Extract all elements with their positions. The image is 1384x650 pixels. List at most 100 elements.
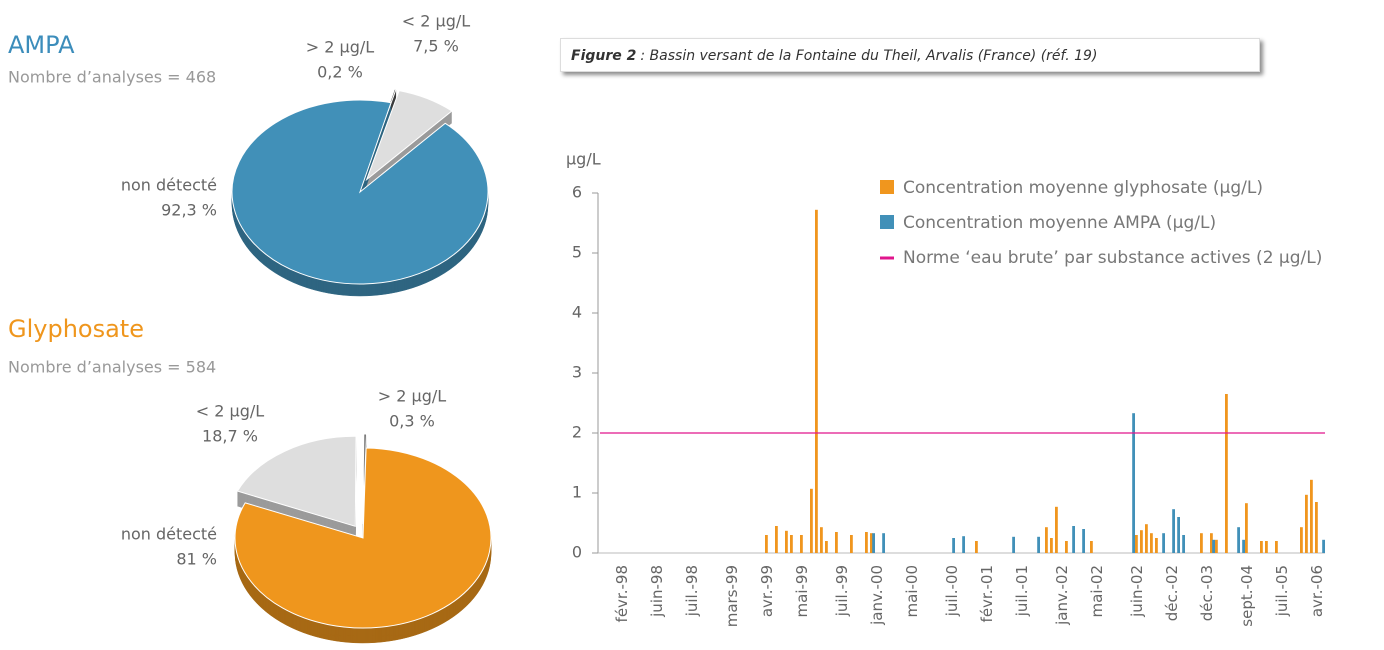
bar bbox=[962, 536, 965, 553]
bar bbox=[1212, 539, 1215, 553]
caption-text: : Bassin versant de la Fontaine du Theil… bbox=[640, 48, 1098, 64]
pie-slice bbox=[236, 435, 357, 527]
legend-swatch bbox=[880, 180, 894, 194]
bar bbox=[800, 535, 803, 553]
y-tick-label: 3 bbox=[572, 363, 582, 382]
slice-value-label: 7,5 % bbox=[413, 37, 459, 56]
bar bbox=[952, 538, 955, 553]
bar bbox=[1150, 533, 1153, 553]
bar bbox=[1300, 527, 1303, 553]
slice-label: non détecté bbox=[121, 525, 217, 544]
x-tick-label: juin-02 bbox=[1128, 565, 1146, 618]
bar bbox=[1082, 529, 1085, 553]
slice-value-label: 0,2 % bbox=[317, 63, 363, 82]
legend-label: Concentration moyenne glyphosate (µg/L) bbox=[903, 178, 1263, 198]
bar bbox=[815, 209, 818, 554]
caption-box: Figure 2: Bassin versant de la Fontaine … bbox=[560, 38, 1260, 72]
y-tick-label: 6 bbox=[572, 183, 582, 202]
pie-slice bbox=[234, 447, 492, 629]
bar bbox=[865, 532, 868, 553]
bar bbox=[835, 532, 838, 553]
pie-slice bbox=[365, 90, 453, 182]
bar bbox=[975, 541, 978, 553]
slice-label: non détecté bbox=[121, 176, 217, 195]
y-tick-label: 1 bbox=[572, 483, 582, 502]
bar bbox=[810, 488, 813, 553]
bar bbox=[1090, 541, 1093, 553]
slice-label: < 2 µg/L bbox=[402, 12, 470, 31]
legend-swatch bbox=[880, 215, 894, 229]
bar bbox=[1135, 535, 1138, 553]
bar bbox=[882, 533, 885, 553]
bar bbox=[1260, 541, 1263, 553]
x-tick-label: déc.-03 bbox=[1198, 565, 1216, 621]
bar bbox=[790, 535, 793, 553]
slice-value-label: 81 % bbox=[176, 550, 217, 569]
bar bbox=[870, 533, 873, 553]
x-tick-label: févr.-01 bbox=[978, 565, 996, 622]
bar bbox=[1210, 533, 1213, 553]
bar bbox=[1265, 541, 1268, 553]
bar bbox=[1237, 527, 1240, 553]
bar bbox=[775, 526, 778, 553]
y-tick-label: 5 bbox=[572, 243, 582, 262]
pie-title: Glyphosate bbox=[8, 315, 144, 343]
x-tick-label: juil.-05 bbox=[1273, 565, 1291, 617]
bar bbox=[1215, 539, 1218, 553]
pie-title: AMPA bbox=[8, 31, 75, 59]
x-tick-label: mai-02 bbox=[1088, 565, 1106, 617]
x-tick-label: juil.-01 bbox=[1013, 565, 1031, 617]
bar bbox=[1242, 539, 1245, 553]
y-tick-label: 4 bbox=[572, 303, 582, 322]
bar bbox=[1162, 533, 1165, 553]
bar bbox=[1275, 541, 1278, 553]
x-tick-label: févr.-98 bbox=[613, 565, 631, 622]
legend-label: Concentration moyenne AMPA (µg/L) bbox=[903, 213, 1216, 233]
slice-value-label: 0,3 % bbox=[389, 412, 435, 431]
bar bbox=[825, 541, 828, 553]
bar bbox=[1145, 524, 1148, 553]
slice-label: > 2 µg/L bbox=[306, 38, 374, 57]
pie-subtitle: Nombre d’analyses = 468 bbox=[8, 68, 216, 87]
x-tick-label: mai-00 bbox=[903, 565, 921, 617]
bar bbox=[1132, 413, 1135, 553]
bar bbox=[785, 530, 788, 553]
bar bbox=[1155, 538, 1158, 553]
x-tick-label: janv.-00 bbox=[868, 565, 886, 626]
bar bbox=[1012, 536, 1015, 553]
bar bbox=[1225, 394, 1228, 553]
x-tick-label: avr.-06 bbox=[1308, 565, 1326, 617]
bar bbox=[872, 533, 875, 553]
bar bbox=[1037, 536, 1040, 553]
x-tick-label: juil.-99 bbox=[833, 565, 851, 617]
bar bbox=[1055, 506, 1058, 553]
bar bbox=[1245, 503, 1248, 553]
bar bbox=[850, 535, 853, 553]
y-tick-label: 0 bbox=[572, 543, 582, 562]
bar bbox=[1140, 530, 1143, 553]
caption-label: Figure 2 bbox=[571, 48, 637, 64]
y-tick-label: 2 bbox=[572, 423, 582, 442]
bar bbox=[1172, 509, 1175, 553]
x-tick-label: mars-99 bbox=[723, 565, 741, 627]
x-tick-label: juin-98 bbox=[648, 565, 666, 618]
x-tick-label: avr.-99 bbox=[758, 565, 776, 617]
x-tick-label: mai-99 bbox=[793, 565, 811, 617]
pie-subtitle: Nombre d’analyses = 584 bbox=[8, 358, 216, 377]
bar bbox=[1322, 539, 1325, 553]
y-axis-label: µg/L bbox=[566, 150, 601, 169]
bar bbox=[765, 535, 768, 553]
bar bbox=[1065, 541, 1068, 553]
bar bbox=[1182, 535, 1185, 553]
x-tick-label: déc.-02 bbox=[1163, 565, 1181, 621]
bar bbox=[1310, 479, 1313, 553]
bar bbox=[1305, 494, 1308, 553]
slice-label: > 2 µg/L bbox=[378, 387, 446, 406]
bar bbox=[1200, 533, 1203, 553]
legend-label: Norme ‘eau brute’ par substance actives … bbox=[903, 248, 1322, 268]
bar bbox=[820, 527, 823, 553]
x-tick-label: juil.-00 bbox=[943, 565, 961, 617]
bar bbox=[1072, 526, 1075, 553]
